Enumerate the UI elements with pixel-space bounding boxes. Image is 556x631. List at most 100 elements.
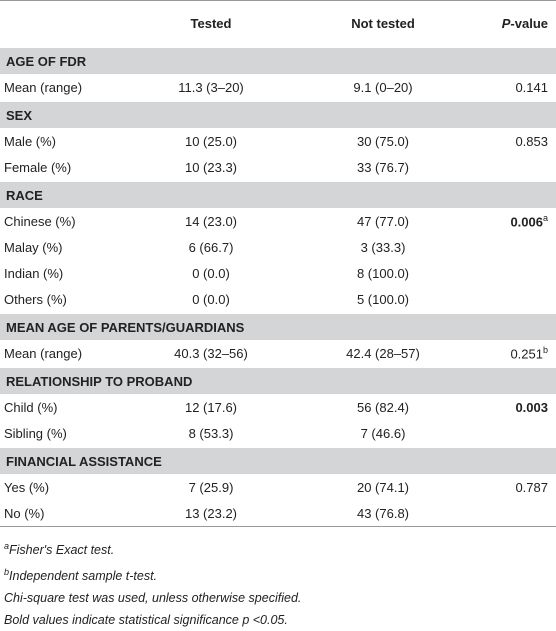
footnote-text: Independent sample t-test. xyxy=(9,569,158,584)
header-row: Tested Not tested P-value xyxy=(0,0,556,48)
cell: 6 (66.7) xyxy=(188,239,234,255)
row-label: No (%) xyxy=(0,500,130,527)
cell: 47 (77.0) xyxy=(356,213,410,229)
cell: 56 (82.4) xyxy=(356,399,410,415)
section-title: SEX xyxy=(0,100,556,128)
row-label: Sibling (%) xyxy=(4,425,67,441)
footnote: aFisher's Exact test. xyxy=(4,535,552,561)
cell: 7 (46.6) xyxy=(360,425,406,441)
cell xyxy=(474,260,556,286)
cell: 8 (100.0) xyxy=(356,265,410,281)
cell: 0.251b xyxy=(474,340,556,367)
cell: 14 (23.0) xyxy=(184,213,238,229)
cell xyxy=(474,286,556,313)
cell: 11.3 (3–20) xyxy=(178,79,244,95)
data-row: Sibling (%) 8 (53.3) 7 (46.6) xyxy=(0,420,556,447)
cell xyxy=(474,234,556,260)
cell: 0.141 xyxy=(474,74,556,101)
section-title: RELATIONSHIP TO PROBAND xyxy=(0,366,556,394)
cell xyxy=(474,154,556,181)
data-row: Yes (%) 7 (25.9) 20 (74.1) 0.787 xyxy=(0,474,556,500)
cell: 0.003 xyxy=(474,394,556,420)
cell: 8 (53.3) xyxy=(188,425,234,441)
p-value: 0.006 xyxy=(510,214,543,230)
footnote-text: Fisher's Exact test. xyxy=(9,543,115,558)
data-row: Indian (%) 0 (0.0) 8 (100.0) xyxy=(0,260,556,286)
data-row: No (%) 13 (23.2) 43 (76.8) xyxy=(0,500,556,527)
header-cell: Tested xyxy=(130,0,292,48)
footnote-marker: b xyxy=(4,567,10,578)
cell: 0.006a xyxy=(474,208,556,234)
p-value: 0.141 xyxy=(515,79,548,95)
cell xyxy=(474,420,556,447)
section-title: FINANCIAL ASSISTANCE xyxy=(0,446,556,474)
row-label: Female (%) xyxy=(4,159,72,175)
header-cell xyxy=(0,0,130,48)
section-title: MEAN AGE OF PARENTS/GUARDIANS xyxy=(0,312,556,340)
footnote-marker: a xyxy=(542,212,548,223)
header-cell: P-value xyxy=(474,0,556,48)
data-row: Child (%) 12 (17.6) 56 (82.4) 0.003 xyxy=(0,394,556,420)
footnote-text: Chi-square test was used, unless otherwi… xyxy=(4,591,302,606)
cell: 33 (76.7) xyxy=(356,159,410,175)
footnote: Chi-square test was used, unless otherwi… xyxy=(4,587,552,609)
p-value: 0.003 xyxy=(515,399,548,415)
section-title: AGE OF FDR xyxy=(0,46,556,74)
data-row: Malay (%) 6 (66.7) 3 (33.3) xyxy=(0,234,556,260)
cell: 7 (25.9) xyxy=(188,479,234,495)
header-text: P xyxy=(501,16,511,31)
row-label: Malay (%) xyxy=(4,239,63,255)
footnote-marker: a xyxy=(4,541,10,551)
row-label: Male (%) xyxy=(4,133,57,149)
cell: 0.853 xyxy=(474,128,556,154)
section-row: SEX xyxy=(0,100,556,128)
section-row: FINANCIAL ASSISTANCE xyxy=(0,446,556,474)
section-row: RACE xyxy=(0,180,556,208)
cell: 5 (100.0) xyxy=(356,291,410,307)
cell: 0 (0.0) xyxy=(192,291,230,307)
footnotes: aFisher's Exact test. bIndependent sample… xyxy=(0,527,556,631)
cell: 0.787 xyxy=(474,474,556,500)
section-title: RACE xyxy=(0,180,556,208)
row-label: Mean (range) xyxy=(4,345,83,361)
row-label: Yes (%) xyxy=(4,479,50,495)
data-row: Others (%) 0 (0.0) 5 (100.0) xyxy=(0,286,556,313)
data-table: Tested Not tested P-value AGE OF FDR Mean (r… xyxy=(0,0,556,527)
row-label: Child (%) xyxy=(4,399,58,415)
footnote: Bold values indicate statistical signifi… xyxy=(4,609,552,631)
data-row: Mean (range) 11.3 (3–20) 9.1 (0–20) 0.141 xyxy=(0,74,556,101)
cell: 43 (76.8) xyxy=(292,500,474,527)
p-value: 0.251 xyxy=(510,346,543,362)
cell: 42.4 (28–57) xyxy=(346,345,420,361)
cell xyxy=(474,500,556,527)
section-row: AGE OF FDR xyxy=(0,46,556,74)
row-label: Mean (range) xyxy=(4,79,83,95)
cell: 9.1 (0–20) xyxy=(353,79,413,95)
header-text: -value xyxy=(510,16,548,31)
row-label: Others (%) xyxy=(4,291,67,307)
row-label: Chinese (%) xyxy=(4,213,76,229)
section-row: MEAN AGE OF PARENTS/GUARDIANS xyxy=(0,312,556,340)
header-cell: Not tested xyxy=(292,0,474,48)
cell: 10 (25.0) xyxy=(184,133,238,149)
p-value: 0.787 xyxy=(515,479,548,495)
footnote-marker: b xyxy=(542,344,548,355)
cell: 30 (75.0) xyxy=(356,133,410,149)
cell: 12 (17.6) xyxy=(184,399,238,415)
cell: 13 (23.2) xyxy=(130,500,292,527)
data-row: Female (%) 10 (23.3) 33 (76.7) xyxy=(0,154,556,181)
row-label: Indian (%) xyxy=(4,265,64,281)
footnote-text: Bold values indicate statistical signifi… xyxy=(4,613,288,628)
cell: 3 (33.3) xyxy=(360,239,406,255)
cell: 10 (23.3) xyxy=(184,159,238,175)
data-row: Chinese (%) 14 (23.0) 47 (77.0) 0.006a xyxy=(0,208,556,234)
p-value: 0.853 xyxy=(515,133,548,149)
data-row: Male (%) 10 (25.0) 30 (75.0) 0.853 xyxy=(0,128,556,154)
data-row: Mean (range) 40.3 (32–56) 42.4 (28–57) 0.25… xyxy=(0,340,556,367)
cell: 40.3 (32–56) xyxy=(174,345,248,361)
section-row: RELATIONSHIP TO PROBAND xyxy=(0,366,556,394)
cell: 0 (0.0) xyxy=(192,265,230,281)
footnote: bIndependent sample t-test. xyxy=(4,561,552,587)
cell: 20 (74.1) xyxy=(356,479,410,495)
